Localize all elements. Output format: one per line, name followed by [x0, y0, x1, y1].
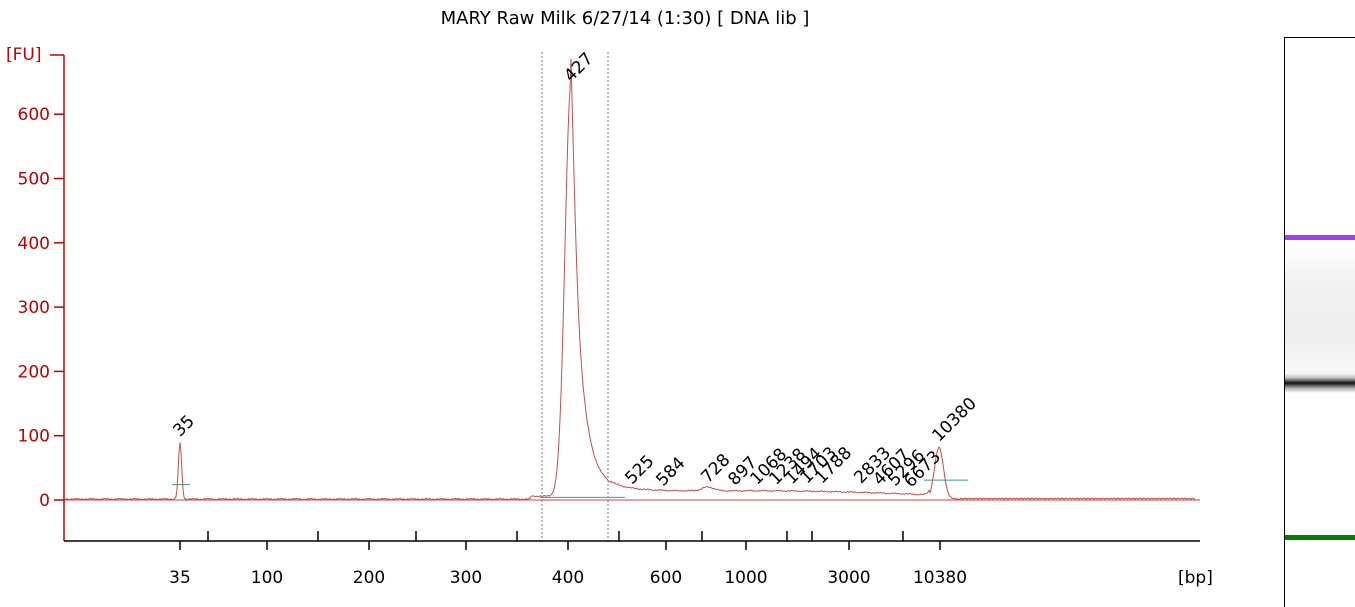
x-tick-label: 300 [450, 568, 482, 588]
peak-label: 427 [560, 49, 597, 86]
y-axis-label: [FU] [6, 45, 42, 65]
gel-image [1284, 37, 1355, 607]
gridlines [541, 52, 609, 541]
y-tick-label: 100 [18, 427, 50, 447]
library-band [1285, 373, 1355, 393]
chart-axes [50, 54, 1200, 542]
y-tick-label: 0 [39, 491, 50, 511]
x-tick-label: 200 [353, 568, 385, 588]
y-tick-label: 500 [18, 170, 50, 190]
x-tick-label: 3000 [827, 568, 870, 588]
x-tick-label: 35 [169, 568, 191, 588]
x-tick-label: 400 [552, 568, 584, 588]
x-tick-label: 600 [650, 568, 682, 588]
x-axis-label: [bp] [1178, 568, 1213, 588]
x-tick-label: 10380 [913, 568, 967, 588]
upper-marker-band [1285, 235, 1355, 240]
y-tick-label: 200 [18, 362, 50, 382]
y-tick-label: 300 [18, 298, 50, 318]
smear-region [1285, 243, 1355, 373]
peak-label: 728 [697, 450, 734, 487]
peak-label: 10380 [928, 394, 980, 446]
fluorescence-trace [64, 58, 1196, 501]
y-tick-label: 400 [18, 234, 50, 254]
peak-baselines [172, 479, 968, 498]
lower-marker-band [1285, 535, 1355, 540]
x-tick-label: 1000 [724, 568, 767, 588]
x-tick-label: 100 [251, 568, 283, 588]
peak-label: 35 [169, 412, 198, 441]
x-axis-ticks: 35 100 200 300 400 600 1000 3000 10380 [169, 531, 967, 588]
y-tick-label: 600 [18, 105, 50, 125]
peak-label: 525 [621, 451, 658, 488]
chart-title: MARY Raw Milk 6/27/14 (1:30) [ DNA lib ] [441, 8, 810, 29]
peak-label: 584 [652, 453, 689, 490]
y-axis-ticks: 0 100 200 300 400 500 600 [18, 105, 64, 511]
electropherogram-chart: MARY Raw Milk 6/27/14 (1:30) [ DNA lib ]… [6, 8, 1213, 588]
